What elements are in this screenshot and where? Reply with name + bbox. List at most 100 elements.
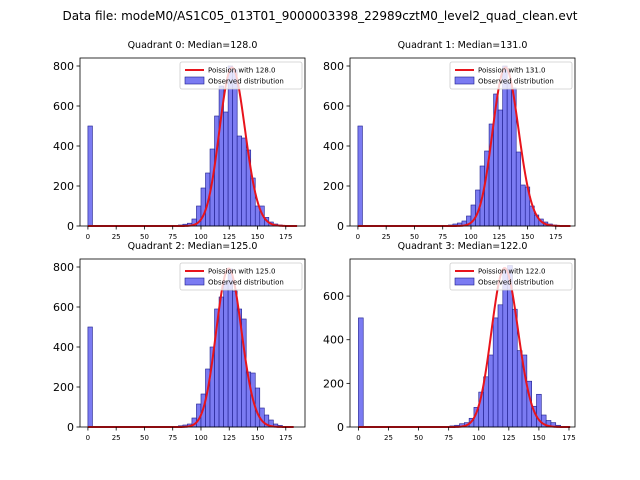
legend-label-observed: Observed distribution xyxy=(208,78,284,86)
histogram-bar xyxy=(223,280,229,428)
legend-box xyxy=(179,262,303,291)
x-tick-label: 175 xyxy=(549,233,562,241)
legend: Poission with 131.0 Observed distribution xyxy=(449,61,573,90)
histogram-bar xyxy=(520,184,526,227)
quadrant-2-chart: Quadrant 2: Median=125.0 0 25 50 75 100 125 150… xyxy=(53,241,306,442)
x-tick-label: 150 xyxy=(532,434,545,442)
x-tick-label: 25 xyxy=(112,233,121,241)
legend: Poission with 125.0 Observed distribution xyxy=(179,262,303,291)
legend: Poission with 122.0 Observed distribution xyxy=(449,262,573,291)
x-tick-label: 50 xyxy=(410,233,419,241)
quadrant-3-chart: Quadrant 3: Median=122.0 0 25 50 75 100 125 150… xyxy=(323,241,576,442)
legend-bar-swatch xyxy=(454,76,475,85)
x-tick-label: 100 xyxy=(464,233,477,241)
y-tick-label: 0 xyxy=(67,421,74,434)
histogram-bar xyxy=(241,137,247,227)
y-tick-label: 400 xyxy=(53,341,74,354)
x-tick-label: 100 xyxy=(472,434,485,442)
histogram-bar xyxy=(200,187,206,227)
y-tick-label: 800 xyxy=(53,261,74,274)
y-tick-label: 800 xyxy=(323,60,344,73)
histogram-bar xyxy=(492,317,499,428)
legend-label-poisson: Poission with 128.0 xyxy=(208,67,276,75)
y-tick-label: 400 xyxy=(53,140,74,153)
legend-label-observed: Observed distribution xyxy=(478,78,554,86)
x-tick-label: 50 xyxy=(140,233,149,241)
x-tick-label: 0 xyxy=(356,434,360,442)
x-tick-label: 25 xyxy=(384,434,393,442)
x-tick-label: 175 xyxy=(279,233,292,241)
axes-frame xyxy=(349,57,576,227)
y-tick-label: 200 xyxy=(53,381,74,394)
legend-box xyxy=(179,61,303,90)
histogram-bar xyxy=(497,109,503,227)
figure-title: Data file: modeM0/AS1C05_013T01_90000033… xyxy=(62,9,577,23)
histogram-bar xyxy=(515,151,522,227)
x-tick-label: 0 xyxy=(356,233,360,241)
y-tick-label: 600 xyxy=(53,100,74,113)
x-tick-label: 50 xyxy=(140,434,149,442)
poisson-line xyxy=(87,66,298,227)
legend-bar-swatch xyxy=(184,76,205,85)
quadrant-0-chart: Quadrant 0: Median=128.0 0 25 50 75 100 125 150… xyxy=(53,40,306,241)
legend-bar-swatch xyxy=(454,277,475,286)
poisson-line xyxy=(87,267,294,428)
chart-title: Quadrant 1: Median=131.0 xyxy=(398,40,528,51)
histogram-bar xyxy=(502,65,508,227)
legend-label-observed: Observed distribution xyxy=(208,279,284,287)
x-tick-label: 125 xyxy=(502,434,515,442)
histogram-bar xyxy=(227,65,233,227)
x-tick-label: 75 xyxy=(444,434,453,442)
x-tick-label: 75 xyxy=(438,233,447,241)
y-tick-label: 0 xyxy=(67,220,74,233)
x-tick-label: 175 xyxy=(279,434,292,442)
x-tick-label: 0 xyxy=(86,434,90,442)
x-tick-label: 0 xyxy=(86,233,90,241)
histogram-bar xyxy=(218,296,224,428)
legend-label-poisson: Poission with 131.0 xyxy=(478,67,546,75)
histogram-bar xyxy=(87,125,93,227)
quadrant-1-chart: Quadrant 1: Median=131.0 0 25 50 75 100 125 150… xyxy=(323,40,576,241)
y-tick-label: 400 xyxy=(323,140,344,153)
histogram-bar xyxy=(512,308,518,428)
x-tick-label: 100 xyxy=(194,434,207,442)
y-tick-label: 200 xyxy=(53,180,74,193)
histogram-bar xyxy=(227,268,233,428)
y-tick-label: 0 xyxy=(337,421,344,434)
y-tick-label: 800 xyxy=(53,60,74,73)
histogram-bar xyxy=(87,326,93,428)
x-tick-label: 100 xyxy=(194,233,207,241)
histogram-bar xyxy=(516,350,523,428)
histogram-bar xyxy=(358,317,364,428)
poisson-line xyxy=(357,66,571,227)
histogram-bar xyxy=(506,81,512,227)
x-tick-label: 25 xyxy=(382,233,391,241)
x-tick-label: 125 xyxy=(223,434,236,442)
y-tick-label: 600 xyxy=(323,100,344,113)
legend: Poission with 128.0 Observed distribution xyxy=(179,61,303,90)
x-tick-label: 150 xyxy=(521,233,534,241)
legend-bar-swatch xyxy=(184,277,205,286)
y-tick-label: 200 xyxy=(323,180,344,193)
histogram-bar xyxy=(488,354,494,428)
axes-frame xyxy=(79,258,306,428)
histogram-bar xyxy=(502,269,508,428)
x-tick-label: 25 xyxy=(112,434,121,442)
x-tick-label: 175 xyxy=(562,434,575,442)
chart-title: Quadrant 3: Median=122.0 xyxy=(398,241,528,252)
chart-title: Quadrant 0: Median=128.0 xyxy=(128,40,258,51)
x-tick-label: 75 xyxy=(168,434,177,442)
x-tick-label: 150 xyxy=(251,233,264,241)
x-tick-label: 75 xyxy=(168,233,177,241)
axes-frame xyxy=(79,57,306,227)
x-tick-label: 125 xyxy=(493,233,506,241)
legend-label-poisson: Poission with 122.0 xyxy=(478,268,546,276)
histogram-bar xyxy=(236,135,242,227)
x-tick-label: 50 xyxy=(414,434,423,442)
y-tick-label: 400 xyxy=(323,334,344,347)
x-tick-label: 125 xyxy=(223,233,236,241)
y-tick-label: 600 xyxy=(53,301,74,314)
x-tick-label: 150 xyxy=(251,434,264,442)
histogram-bar xyxy=(232,290,238,428)
